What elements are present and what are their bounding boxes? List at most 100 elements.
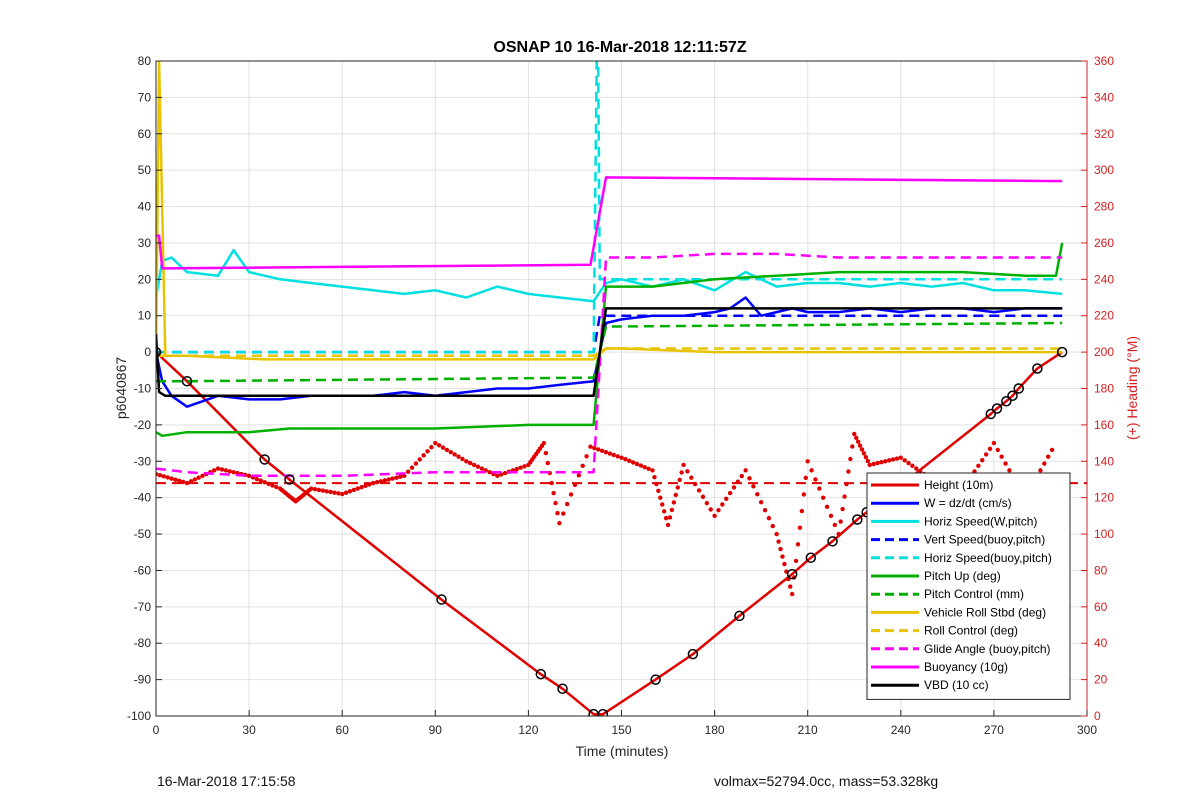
x-tick-label: 180 [705,723,725,737]
heading-point [623,457,628,462]
heading-point [460,456,465,462]
heading-point [758,500,764,505]
heading-point [842,494,847,499]
heading-point [223,468,229,473]
y-tick-label: 40 [138,200,152,214]
heading-point [421,453,426,458]
y-tick-label: 30 [138,236,152,250]
heading-point [739,473,744,479]
heading-point [1003,461,1008,466]
heading-point [518,465,523,470]
y2-tick-label: 120 [1094,491,1114,505]
heading-point [246,473,252,479]
heading-point [727,490,733,496]
x-tick-label: 30 [242,723,256,737]
heading-point [444,447,450,453]
series-line-10 [156,176,1063,270]
heading-point [980,457,985,463]
heading-point [654,481,659,487]
heading-point [555,510,560,516]
x-tick-label: 120 [518,723,538,737]
heading-point [679,470,684,475]
legend-label-9: Glide Angle (buoy,pitch) [924,642,1051,656]
heading-point [801,492,807,497]
x-tick-label: 300 [1077,723,1097,737]
heading-point [795,542,801,547]
y-tick-label: -20 [134,418,152,432]
heading-point [592,445,597,451]
heading-point [766,515,772,521]
y2-tick-label: 80 [1094,563,1108,577]
heading-point [436,443,442,448]
heading-point [576,473,582,478]
heading-point [671,500,677,505]
height-marker [786,568,798,580]
heading-point [568,492,574,497]
y-tick-label: -90 [134,673,152,687]
heading-point [867,462,872,468]
heading-point [479,466,485,471]
heading-point [638,463,644,468]
y2-tick-label: 40 [1094,636,1108,650]
heading-point [161,474,166,479]
legend-label-0: Height (10m) [924,478,993,492]
series-line-2 [156,248,1063,303]
heading-point [832,522,838,528]
heading-point [630,460,636,465]
heading-point [192,477,197,482]
heading-point [363,483,368,489]
heading-point [865,458,871,464]
y2-tick-label: 320 [1094,127,1114,141]
heading-point [417,457,422,462]
heading-point [681,462,686,468]
heading-point [336,491,341,496]
x-tick-label: 150 [611,723,631,737]
legend-label-3: Vert Speed(buoy,pitch) [924,533,1045,547]
heading-point [156,471,159,477]
heading-point [776,539,781,544]
y2-tick-label: 20 [1094,673,1108,687]
heading-point [557,520,562,526]
height-marker [1056,346,1068,358]
legend-label-10: Buoyancy (10g) [924,660,1008,674]
heading-point [452,452,457,457]
heading-point [906,460,911,466]
y2-tick-label: 340 [1094,90,1114,104]
heading-point [999,454,1004,459]
heading-point [553,500,558,506]
legend-label-8: Roll Control (deg) [924,624,1018,638]
height-marker [1001,395,1012,407]
height-marker [436,594,447,605]
heading-point [173,477,178,482]
y-tick-label: 0 [144,345,151,359]
heading-point [340,491,345,497]
heading-point [656,488,661,494]
heading-point [355,486,360,491]
heading-point [545,460,550,466]
height-marker [687,648,699,660]
height-marker [991,403,1003,414]
y2-tick-label: 300 [1094,163,1114,177]
heading-point [983,452,989,457]
y-tick-label: -10 [134,382,152,396]
series-line-0 [156,351,1063,716]
heading-point [987,446,993,451]
heading-point [254,476,260,482]
y2-tick-label: 60 [1094,600,1108,614]
heading-point [902,458,907,463]
heading-point [724,496,729,502]
heading-point [976,463,981,469]
heading-point [665,522,671,528]
heading-point [743,468,748,473]
heading-point [780,554,785,559]
heading-point [351,487,357,493]
heading-point [828,513,834,519]
heading-point [658,495,663,500]
heading-point [663,515,669,521]
heading-point [572,482,578,488]
height-marker [650,674,661,685]
height-marker [985,408,997,420]
y2-tick-label: 180 [1094,382,1114,396]
heading-point [405,469,411,474]
height-marker [535,668,547,680]
